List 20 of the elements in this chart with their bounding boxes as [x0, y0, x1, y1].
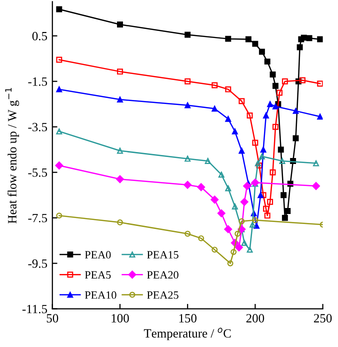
x-tick-label: 200 — [246, 314, 264, 322]
legend-label: PEA15 — [147, 251, 178, 259]
legend-label: PEA0 — [84, 251, 111, 259]
y-tick-label: -9.5 — [28, 259, 48, 268]
y-tick-label: -7.5 — [28, 214, 48, 222]
y-tick-label: 0.5 — [32, 32, 48, 40]
y-axis-title: Heat flow endo up / W g$^{−1}$ — [5, 88, 20, 224]
x-axis-title: Temperature / $^{o}$C — [144, 328, 231, 340]
x-tick-label: 100 — [112, 314, 129, 322]
x-tick-label: 150 — [179, 314, 196, 322]
x-tick-label: 250 — [314, 314, 332, 322]
legend-label: PEA25 — [147, 291, 178, 299]
y-tick-label: -1.5 — [28, 77, 48, 86]
x-tick-label: 50 — [46, 314, 58, 322]
legend-label: PEA20 — [147, 271, 178, 279]
legend-label: PEA5 — [84, 271, 111, 279]
y-tick-label: -3.5 — [28, 122, 48, 132]
y-tick-label: -5.5 — [28, 168, 48, 177]
legend-label: PEA10 — [84, 291, 116, 299]
y-tick-label: -11.5 — [22, 304, 48, 314]
